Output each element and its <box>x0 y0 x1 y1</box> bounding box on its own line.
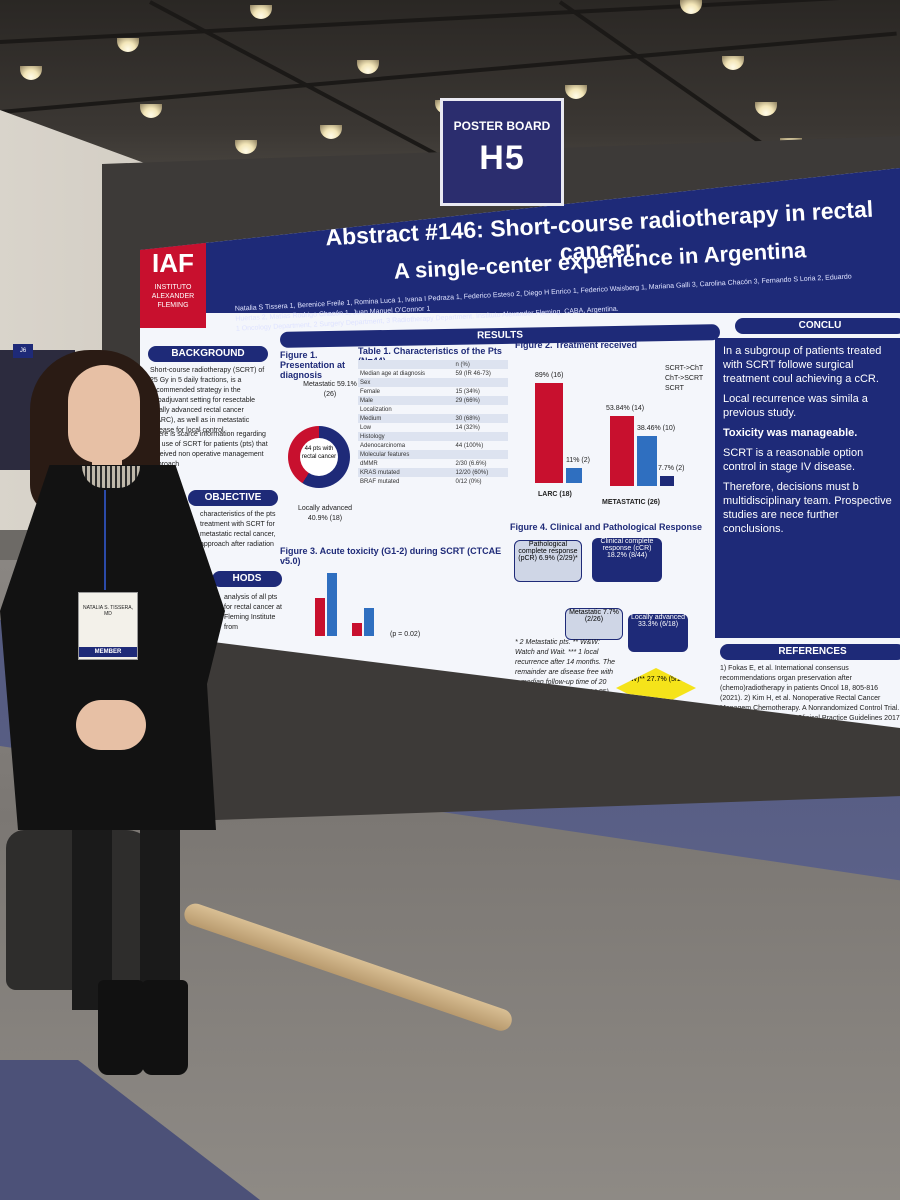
background-text: Short-course radiotherapy (SCRT) of 25 G… <box>150 367 265 434</box>
person-boot <box>142 980 188 1075</box>
table-row: Female 15 (34%) <box>360 388 480 395</box>
embellished-collar <box>82 466 140 488</box>
methods-text: analysis of all pts for rectal cancer at… <box>224 594 282 631</box>
badge-member-label: MEMBER <box>79 647 137 657</box>
table-row: Median age at diagnosis 59 (IR 46-73) <box>360 370 491 377</box>
table-row: Male 29 (66%) <box>358 396 508 405</box>
legend-cht-scrt: ChT->SCRT <box>665 375 704 382</box>
table1: n (%) Median age at diagnosis 59 (IR 46-7… <box>358 360 508 486</box>
conclusions-heading: CONCLU <box>735 318 900 334</box>
table-row: Molecular features <box>358 450 508 459</box>
ccr-box: Clinical complete response (cCR) 18.2% (… <box>592 538 662 582</box>
bar-met-scrt-cht <box>610 416 634 486</box>
table-row: BRAF mutated 0/12 (0%) <box>360 478 482 485</box>
ceiling-light <box>117 38 139 52</box>
legend-scrt: SCRT <box>665 385 684 392</box>
p-value: (p = 0.02) <box>390 631 421 638</box>
donut-chart: 44 pts with rectal cancer <box>288 426 350 488</box>
table-row: dMMR 2/30 (6.6%) <box>360 460 487 467</box>
figure2-title: Figure 2. Treatment received <box>515 340 638 350</box>
poster: IAF INSTITUTO ALEXANDER FLEMING Abstract… <box>140 168 900 728</box>
bar-larc-scrt-cht <box>535 383 563 483</box>
ceiling-light <box>250 5 272 19</box>
donut-center-label: 44 pts with rectal cancer <box>300 438 338 476</box>
ceiling-light <box>755 102 777 116</box>
figure1-metastatic: Metastatic 59.1% (26) <box>303 381 357 398</box>
ceiling-light <box>20 66 42 80</box>
table-row: Medium 30 (68%) <box>358 414 508 423</box>
figure1-locally-advanced: Locally advanced 40.9% (18) <box>297 505 353 522</box>
tox-bar <box>364 608 374 636</box>
poster-board-sign: POSTER BOARD H5 <box>440 98 564 206</box>
conclusion-item: Toxicity was manageable. <box>723 427 858 439</box>
bar-met-scrt <box>660 476 674 486</box>
person-face <box>68 365 140 463</box>
locally-advanced-box: Locally advanced 33.3% (6/18) <box>628 614 688 652</box>
conclusion-item: SCRT is a reasonable option control in s… <box>723 447 864 473</box>
lanyard <box>104 490 106 590</box>
ceiling-light <box>235 140 257 154</box>
background-heading: BACKGROUND <box>148 346 268 362</box>
conclusion-item: Therefore, decisions must b multidiscipl… <box>723 481 892 535</box>
references-heading: REFERENCES <box>720 644 900 660</box>
figure1-title: Figure 1. Presentation at diagnosis <box>280 350 346 380</box>
x-label-metastatic: METASTATIC (26) <box>602 499 660 506</box>
metastatic-box: Metastatic 7.7% (2/26) <box>565 608 623 640</box>
badge-name: NATALIA S. TISSERA, MD <box>82 605 134 617</box>
table-row: Sex <box>358 378 508 387</box>
table-row: Localization <box>360 406 392 413</box>
table-row: Histology <box>358 432 508 441</box>
name-badge: NATALIA S. TISSERA, MD MEMBER <box>78 592 138 660</box>
iaf-logo: IAF INSTITUTO ALEXANDER FLEMING <box>140 240 206 328</box>
sign-label: POSTER BOARD <box>453 119 551 133</box>
conclusion-item: In a subgroup of patients treated with S… <box>723 345 882 385</box>
objective-heading: OBJECTIVE <box>188 490 278 506</box>
bar-label: 89% (16) <box>535 372 564 379</box>
conclusions-panel: In a subgroup of patients treated with S… <box>715 338 900 638</box>
sign-board-number: H5 <box>479 139 525 177</box>
person-leg <box>140 820 180 1010</box>
background-text-2: There is scarce information regarding th… <box>150 431 268 468</box>
bar-label: 7.7% (2) <box>658 465 685 472</box>
table-row: Adenocarcinoma 44 (100%) <box>360 442 484 449</box>
person-leg <box>72 820 112 1010</box>
figure3-title: Figure 3. Acute toxicity (G1-2) during S… <box>280 546 502 566</box>
bar-met-cht-scrt <box>637 436 657 486</box>
methods-heading: HODS <box>212 571 282 587</box>
objective-text: characteristics of the pts treatment wit… <box>200 511 276 548</box>
neighbor-board-sign: J6 <box>13 344 33 358</box>
legend-scrt-cht: SCRT->ChT <box>665 365 704 372</box>
table-row: Low 14 (32%) <box>360 424 480 431</box>
person-boot <box>98 980 144 1075</box>
bar-label: 53.84% (14) <box>606 405 645 412</box>
bar-label: 11% (2) <box>566 457 590 464</box>
tox-bar <box>352 623 362 636</box>
pcr-box: Pathological complete response (pCR) 6.9… <box>514 540 582 582</box>
conclusion-item: Local recurrence was simila a previous s… <box>723 393 868 419</box>
ceiling-light <box>357 60 379 74</box>
bar-larc-cht-scrt <box>566 468 582 483</box>
bar-label: 38.46% (10) <box>637 425 676 432</box>
table-row: KRAS mutated 12/20 (60%) <box>358 468 508 477</box>
person-hands <box>76 700 146 750</box>
x-label-larc: LARC (18) <box>538 491 572 498</box>
ceiling-light <box>320 125 342 139</box>
tox-bar <box>315 598 325 636</box>
figure4-title: Figure 4. Clinical and Pathological Resp… <box>510 522 703 532</box>
ceiling-light <box>722 56 744 70</box>
ceiling-light <box>140 104 162 118</box>
ceiling-light <box>680 0 702 14</box>
tox-bar <box>327 573 337 636</box>
ceiling-light <box>565 85 587 99</box>
